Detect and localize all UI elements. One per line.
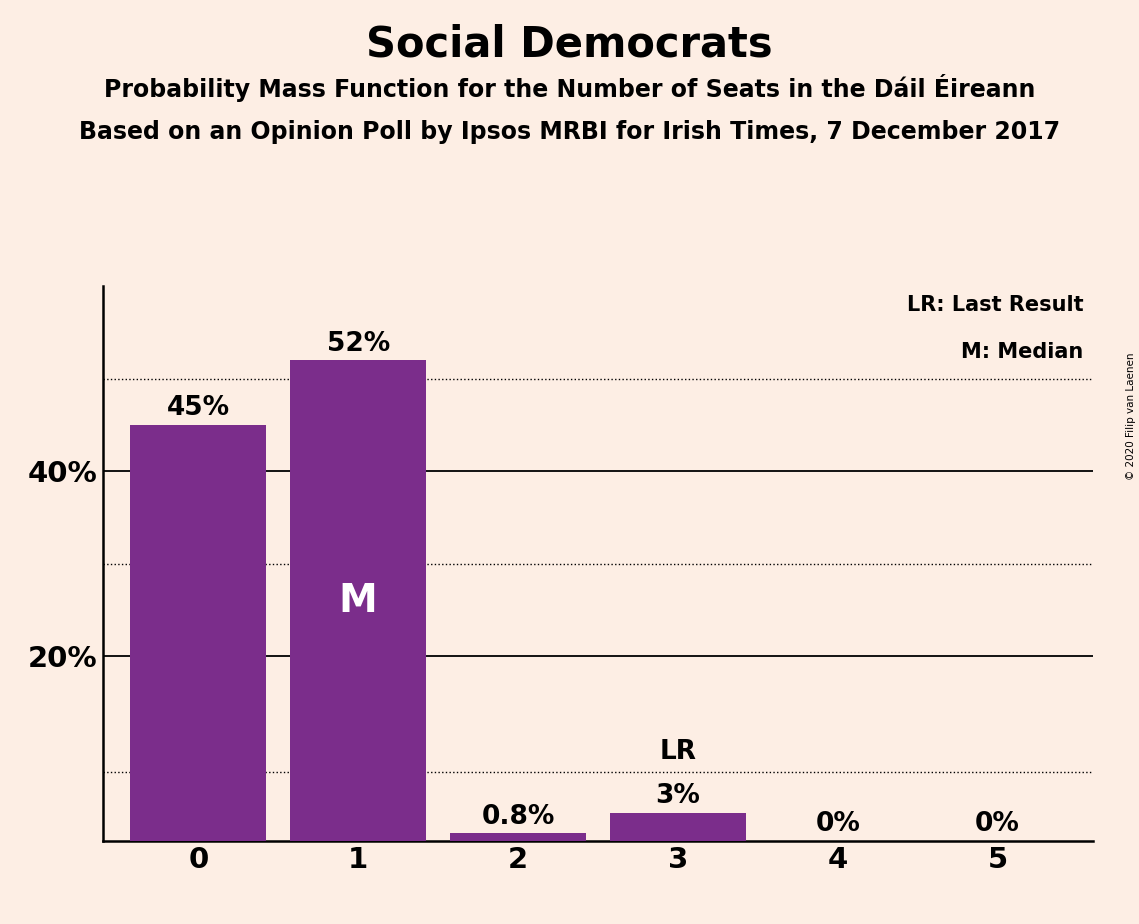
Text: 52%: 52%	[327, 331, 390, 357]
Text: Probability Mass Function for the Number of Seats in the Dáil Éireann: Probability Mass Function for the Number…	[104, 74, 1035, 102]
Text: M: M	[339, 581, 378, 620]
Bar	[450, 833, 585, 841]
Text: 0.8%: 0.8%	[482, 804, 555, 830]
Text: Social Democrats: Social Democrats	[366, 23, 773, 65]
Bar	[611, 813, 746, 841]
Bar	[290, 360, 426, 841]
Bar	[131, 425, 267, 841]
Text: M: Median: M: Median	[961, 342, 1083, 362]
Text: LR: Last Result: LR: Last Result	[907, 295, 1083, 315]
Text: 3%: 3%	[655, 784, 700, 809]
Text: 45%: 45%	[166, 395, 230, 421]
Text: 0%: 0%	[975, 811, 1021, 837]
Text: 0%: 0%	[816, 811, 860, 837]
Text: Based on an Opinion Poll by Ipsos MRBI for Irish Times, 7 December 2017: Based on an Opinion Poll by Ipsos MRBI f…	[79, 120, 1060, 144]
Text: © 2020 Filip van Laenen: © 2020 Filip van Laenen	[1126, 352, 1136, 480]
Text: LR: LR	[659, 739, 696, 765]
